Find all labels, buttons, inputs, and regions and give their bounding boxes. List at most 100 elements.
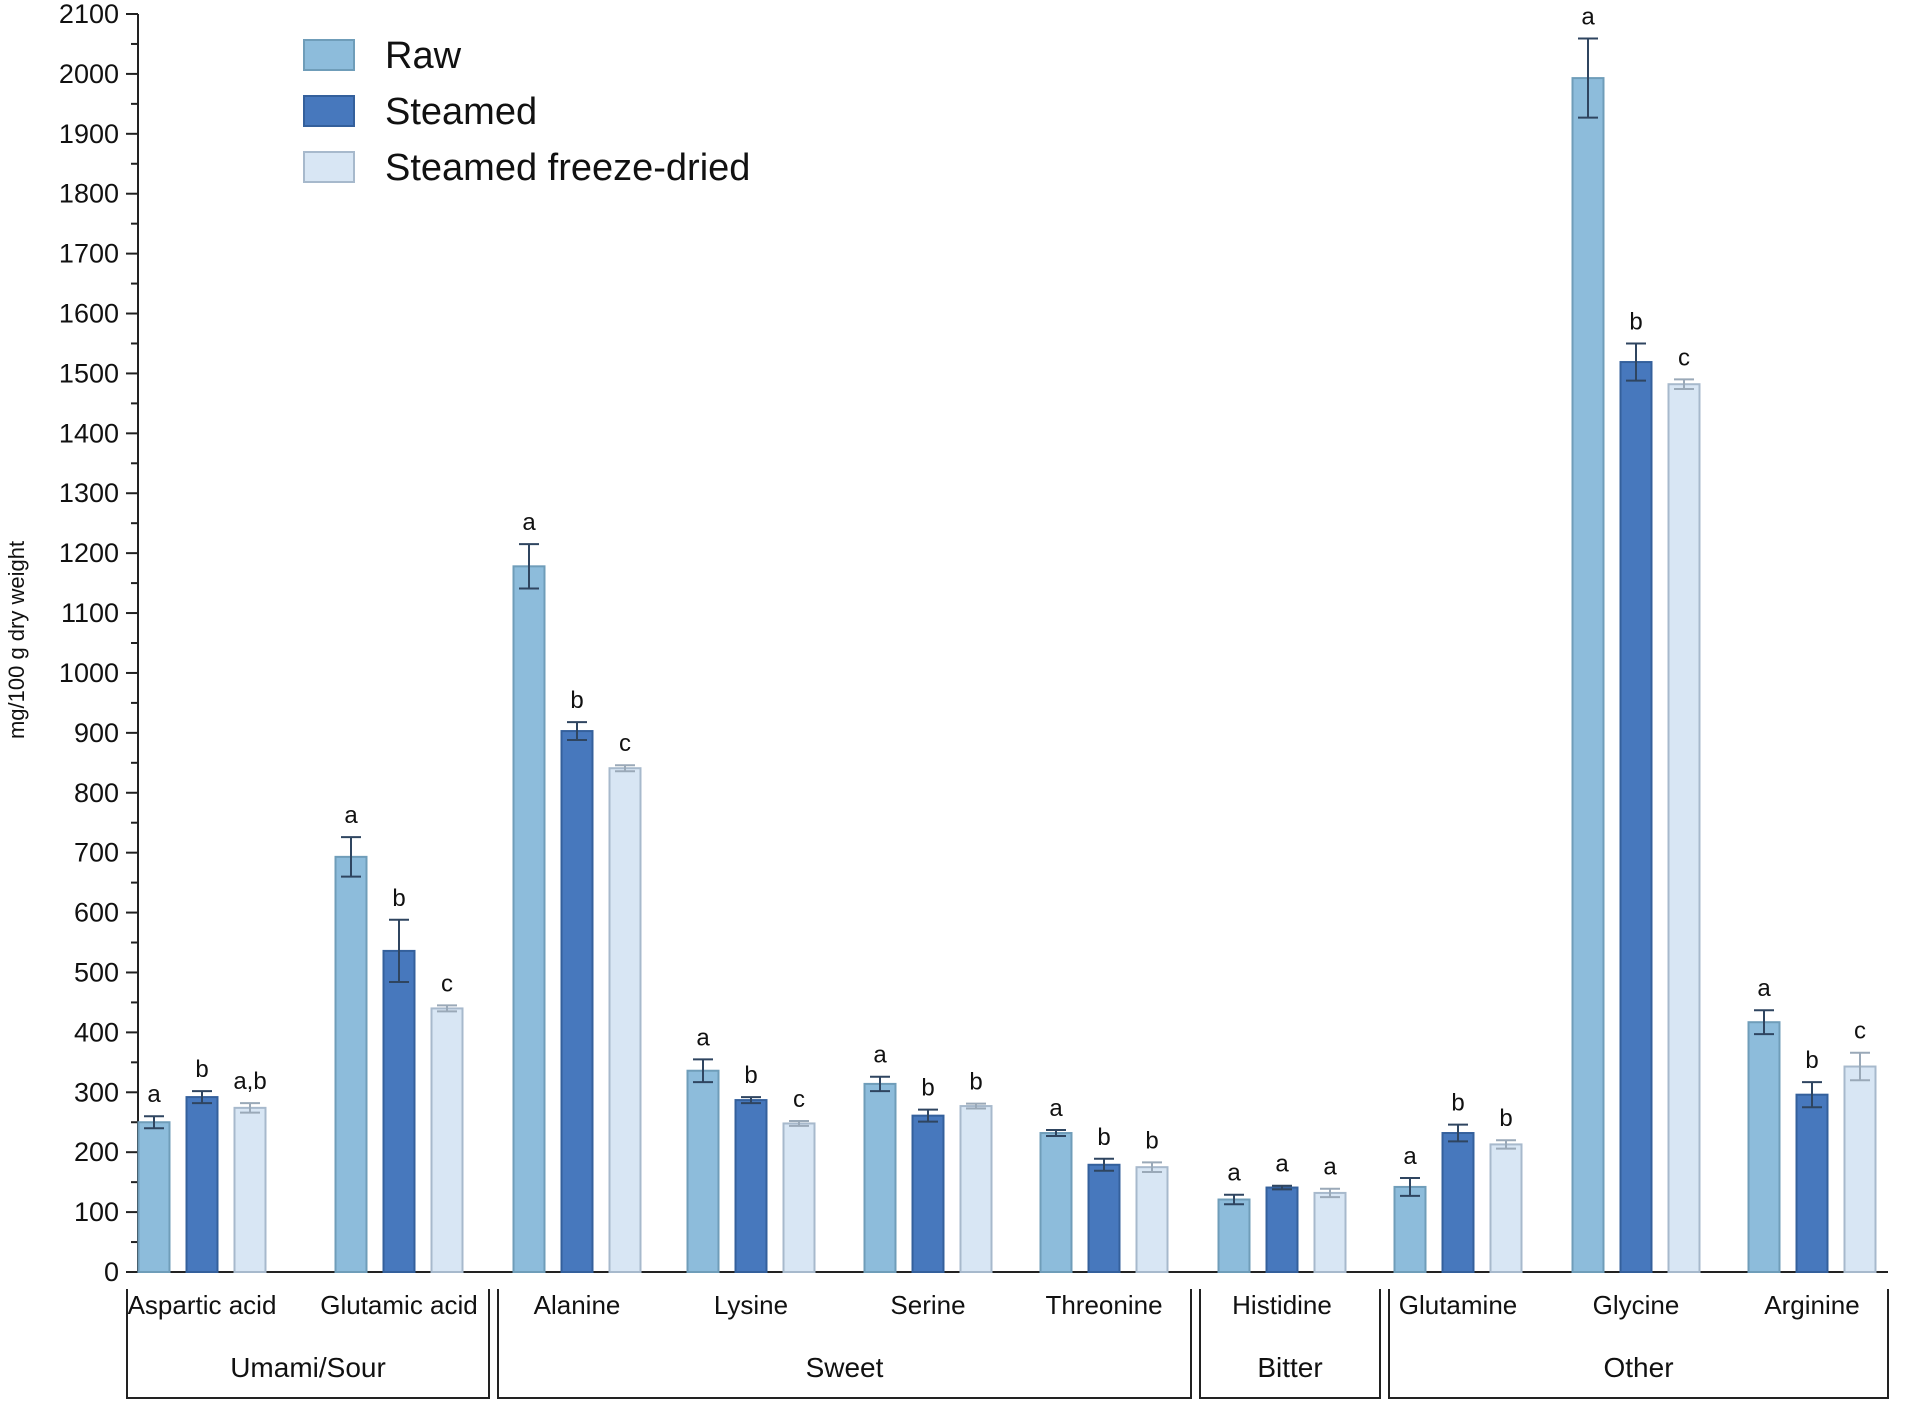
x-category-label: Arginine <box>1764 1290 1859 1320</box>
significance-letter: a <box>522 509 536 536</box>
significance-letter: b <box>969 1069 982 1096</box>
legend-entry-label: Steamed <box>385 91 537 133</box>
y-tick-label: 1900 <box>59 119 119 149</box>
legend-entry-label: Steamed freeze-dried <box>385 147 750 189</box>
y-tick-label: 1300 <box>59 478 119 508</box>
significance-letter: a <box>1275 1151 1289 1178</box>
bar <box>430 1007 464 1274</box>
bar <box>1313 1191 1347 1273</box>
bar <box>1441 1132 1475 1274</box>
legend-swatch <box>303 151 355 183</box>
y-tick-label: 1000 <box>59 658 119 688</box>
bar <box>1667 383 1701 1273</box>
y-tick-label: 2100 <box>59 0 119 29</box>
y-tick-label: 700 <box>74 838 119 868</box>
x-category-label: Glutamic acid <box>320 1290 478 1320</box>
significance-letter: a <box>873 1042 887 1069</box>
category-group-bracket <box>126 1289 490 1399</box>
y-tick-label: 1200 <box>59 538 119 568</box>
bar <box>686 1069 720 1273</box>
bar <box>863 1082 897 1273</box>
significance-letter: b <box>392 885 405 912</box>
bar <box>185 1096 219 1274</box>
significance-letter: b <box>1451 1090 1464 1117</box>
significance-letter: a <box>1323 1154 1337 1181</box>
category-group-label: Other <box>1603 1352 1673 1383</box>
bar <box>1571 77 1605 1273</box>
category-group-label: Bitter <box>1257 1352 1322 1383</box>
y-tick-label: 300 <box>74 1077 119 1107</box>
x-axis-categories: Aspartic acid Glutamic acid Alanine Lysine S… <box>128 1290 1860 1320</box>
y-axis: 0 100 200 300 400 500 600 700 800 900 1000 1100 1200… <box>59 0 1888 1287</box>
bar <box>1747 1021 1781 1273</box>
significance-letter: c <box>441 970 453 997</box>
x-category-label: Glycine <box>1593 1290 1680 1320</box>
bar <box>1795 1093 1829 1273</box>
y-tick-label: 2000 <box>59 59 119 89</box>
significance-letter: a <box>1757 975 1771 1002</box>
y-tick-label: 900 <box>74 718 119 748</box>
bar <box>560 730 594 1273</box>
error-bars <box>144 37 1870 1206</box>
bar <box>608 767 642 1273</box>
bar <box>959 1105 993 1274</box>
bar <box>137 1121 171 1273</box>
y-tick-label: 1800 <box>59 179 119 209</box>
bar <box>233 1106 267 1274</box>
significance-letter: a <box>1403 1143 1417 1170</box>
bar <box>1217 1198 1251 1274</box>
bar <box>1087 1163 1121 1274</box>
x-category-label: Threonine <box>1045 1290 1162 1320</box>
y-tick-label: 1400 <box>59 418 119 448</box>
x-category-label: Serine <box>890 1290 965 1320</box>
legend: Raw Steamed Steamed freeze-dried <box>303 35 750 189</box>
significance-letter: c <box>619 730 631 757</box>
significance-letter: b <box>1629 308 1642 335</box>
category-group-bracket <box>497 1289 1192 1399</box>
bar <box>382 949 416 1273</box>
significance-letter: b <box>921 1075 934 1102</box>
bar <box>1619 361 1653 1273</box>
bar <box>1393 1185 1427 1273</box>
y-tick-label: 0 <box>104 1257 119 1287</box>
significance-letter: a,b <box>233 1068 266 1095</box>
significance-letter: a <box>1581 4 1595 31</box>
category-groups: Umami/Sour Sweet Bitter Other <box>126 1289 1889 1399</box>
significance-letter: c <box>793 1086 805 1113</box>
bar <box>1135 1166 1169 1273</box>
x-category-label: Lysine <box>714 1290 788 1320</box>
bar <box>1265 1186 1299 1274</box>
category-group-bracket <box>1199 1289 1381 1399</box>
y-tick-label: 200 <box>74 1137 119 1167</box>
category-group-bracket <box>1388 1289 1889 1399</box>
significance-letter: a <box>344 802 358 829</box>
significance-letter: b <box>1805 1047 1818 1074</box>
bar <box>334 855 368 1273</box>
y-tick-label: 800 <box>74 778 119 808</box>
bar <box>512 565 546 1273</box>
legend-swatch <box>303 39 355 71</box>
bar <box>734 1099 768 1274</box>
y-tick-label: 500 <box>74 957 119 987</box>
significance-letter: b <box>570 687 583 714</box>
bar <box>1843 1065 1877 1273</box>
y-tick-label: 100 <box>74 1197 119 1227</box>
y-axis-label: mg/100 g dry weight <box>4 541 29 739</box>
x-category-label: Histidine <box>1232 1290 1332 1320</box>
y-tick-label: 1500 <box>59 358 119 388</box>
x-category-label: Alanine <box>534 1290 621 1320</box>
x-category-label: Aspartic acid <box>128 1290 277 1320</box>
bar <box>782 1122 816 1273</box>
y-tick-label: 400 <box>74 1017 119 1047</box>
legend-swatch <box>303 95 355 127</box>
significance-letter: a <box>147 1081 161 1108</box>
y-tick-label: 1600 <box>59 299 119 329</box>
significance-letter: b <box>744 1062 757 1089</box>
bars <box>137 77 1877 1274</box>
significance-letter: a <box>1049 1095 1063 1122</box>
y-tick-label: 600 <box>74 898 119 928</box>
significance-letter: a <box>1227 1160 1241 1187</box>
bar <box>1039 1132 1073 1274</box>
significance-letter: c <box>1678 344 1690 371</box>
significance-letter: b <box>195 1056 208 1083</box>
